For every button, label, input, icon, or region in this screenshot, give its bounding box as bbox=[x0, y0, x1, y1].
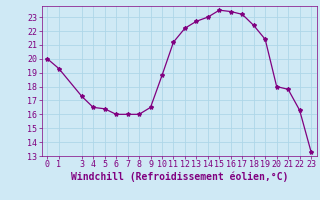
X-axis label: Windchill (Refroidissement éolien,°C): Windchill (Refroidissement éolien,°C) bbox=[70, 172, 288, 182]
